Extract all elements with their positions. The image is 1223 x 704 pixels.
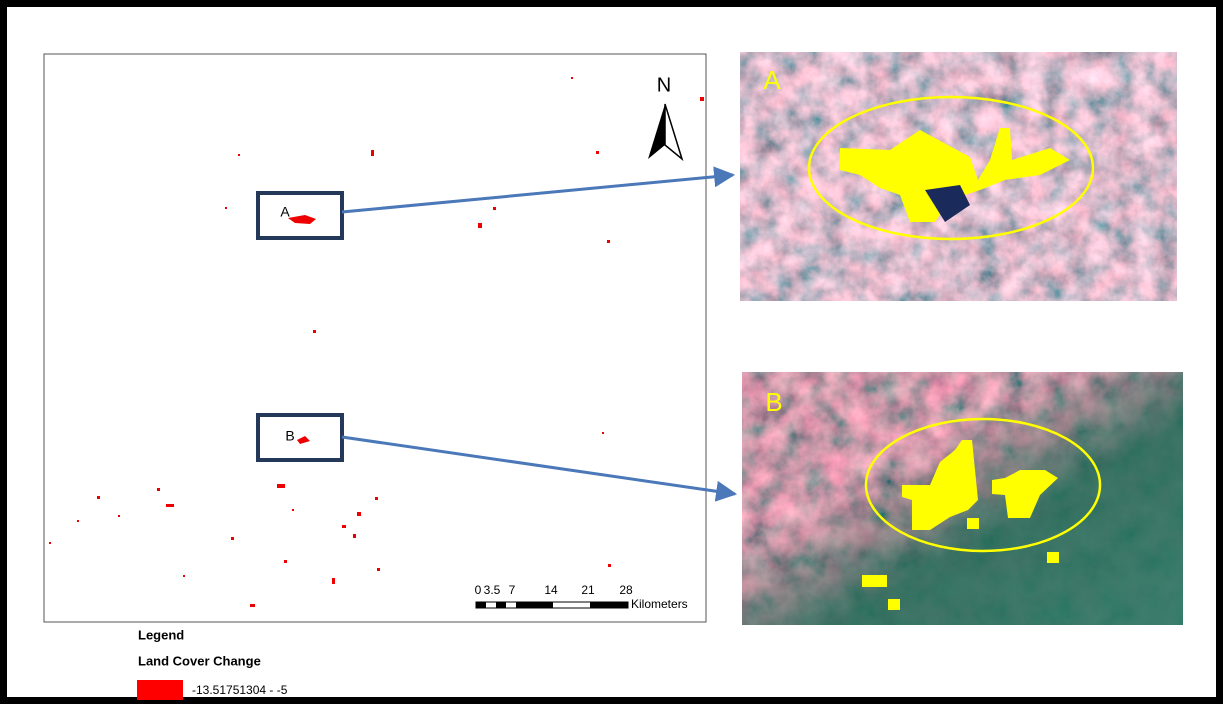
scale-bar bbox=[476, 602, 628, 608]
scale-unit: Kilometers bbox=[631, 597, 688, 611]
inset-label: B bbox=[765, 387, 782, 417]
legend-title: Legend bbox=[138, 627, 184, 642]
scale-label: 14 bbox=[544, 583, 558, 597]
site-label: B bbox=[285, 428, 294, 444]
legend-entry: -13.51751304 - -5 bbox=[192, 683, 288, 697]
scale-label: 28 bbox=[619, 583, 633, 597]
site-label: A bbox=[280, 204, 290, 220]
inset-image bbox=[742, 372, 1183, 625]
inset-image bbox=[740, 52, 1177, 301]
legend-subtitle: Land Cover Change bbox=[138, 653, 261, 668]
scale-label: 0 bbox=[475, 583, 482, 597]
inset-label: A bbox=[763, 65, 781, 95]
scale-label: 3.5 bbox=[484, 583, 501, 597]
figure: A B N 03.57142128 Kilometers A B Legend … bbox=[0, 0, 1223, 704]
scale-label: 21 bbox=[581, 583, 595, 597]
map-frame bbox=[44, 54, 706, 622]
north-label: N bbox=[657, 74, 671, 96]
legend-swatch bbox=[137, 680, 183, 700]
scale-label: 7 bbox=[509, 583, 516, 597]
